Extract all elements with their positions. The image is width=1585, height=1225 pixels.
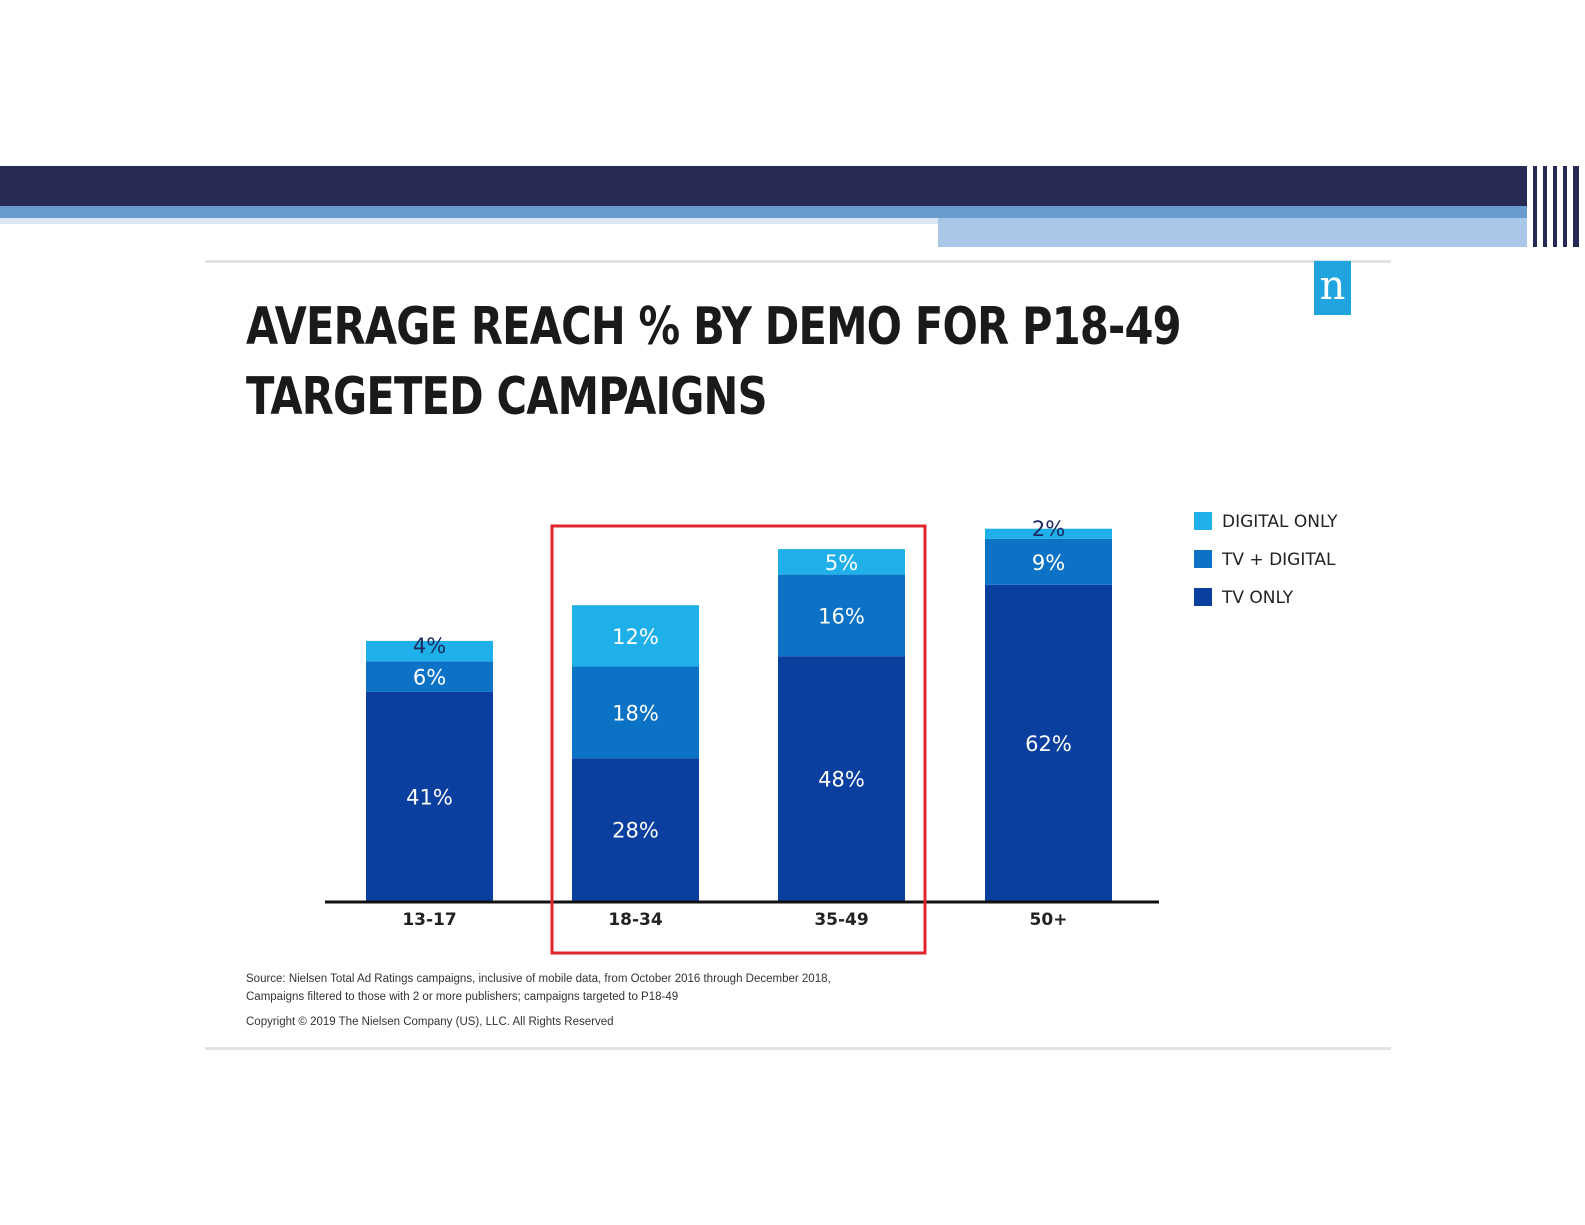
bar-50+-tv-only [985, 584, 1112, 901]
bar-35-49-tv-digital [778, 574, 905, 657]
infographic-top-rule [205, 260, 1391, 263]
infographic-bottom-rule [205, 1047, 1391, 1050]
legend-swatch [1194, 550, 1212, 568]
bar-13-17-tv-only [366, 691, 493, 901]
data-label: 9% [1032, 551, 1065, 575]
header-band-dark [0, 166, 1527, 206]
nielsen-logo: n [1314, 261, 1351, 315]
bar-18-34-tv-digital [572, 666, 699, 759]
data-label: 18% [612, 701, 659, 725]
x-tick-label: 13-17 [402, 910, 456, 930]
legend-swatch [1194, 588, 1212, 606]
data-label: 28% [612, 819, 659, 843]
bar-18-34-digital-only [572, 605, 699, 667]
bar-50+-digital-only [985, 528, 1112, 539]
data-label: 6% [413, 666, 446, 690]
data-label: 5% [825, 551, 858, 575]
bar-13-17-digital-only [366, 640, 493, 662]
data-label: 2% [1032, 517, 1065, 541]
legend-label: TV ONLY [1221, 588, 1294, 608]
data-label: 12% [612, 625, 659, 649]
data-label: 41% [406, 785, 453, 809]
data-label: 48% [818, 768, 865, 792]
header-band-mid [0, 206, 1527, 218]
legend-label: DIGITAL ONLY [1222, 512, 1338, 532]
copyright-notice: Copyright © 2019 The Nielsen Company (US… [246, 1016, 614, 1028]
chart-title-line-2: TARGETED CAMPAIGNS [246, 367, 768, 427]
bar-35-49-digital-only [778, 549, 905, 575]
header-band-light-left [0, 218, 938, 224]
header-band-light-right [938, 218, 1527, 247]
legend-label: TV + DIGITAL [1221, 550, 1336, 570]
footnote-filter: Campaigns filtered to those with 2 or mo… [246, 991, 679, 1003]
bar-18-34-tv-only [572, 758, 699, 901]
bar-50+-tv-digital [985, 538, 1112, 585]
data-label: 62% [1025, 732, 1072, 756]
x-tick-label: 35-49 [814, 910, 868, 930]
header-band-stripes [1527, 166, 1585, 247]
bar-35-49-tv-only [778, 656, 905, 901]
x-tick-label: 18-34 [608, 910, 663, 930]
legend-swatch [1194, 512, 1212, 530]
data-label: 16% [818, 604, 865, 628]
data-label: 4% [413, 634, 446, 658]
bar-13-17-tv-digital [366, 661, 493, 692]
footnote-source: Source: Nielsen Total Ad Ratings campaig… [246, 973, 831, 985]
x-tick-label: 50+ [1030, 910, 1068, 930]
highlight-box [550, 524, 927, 955]
